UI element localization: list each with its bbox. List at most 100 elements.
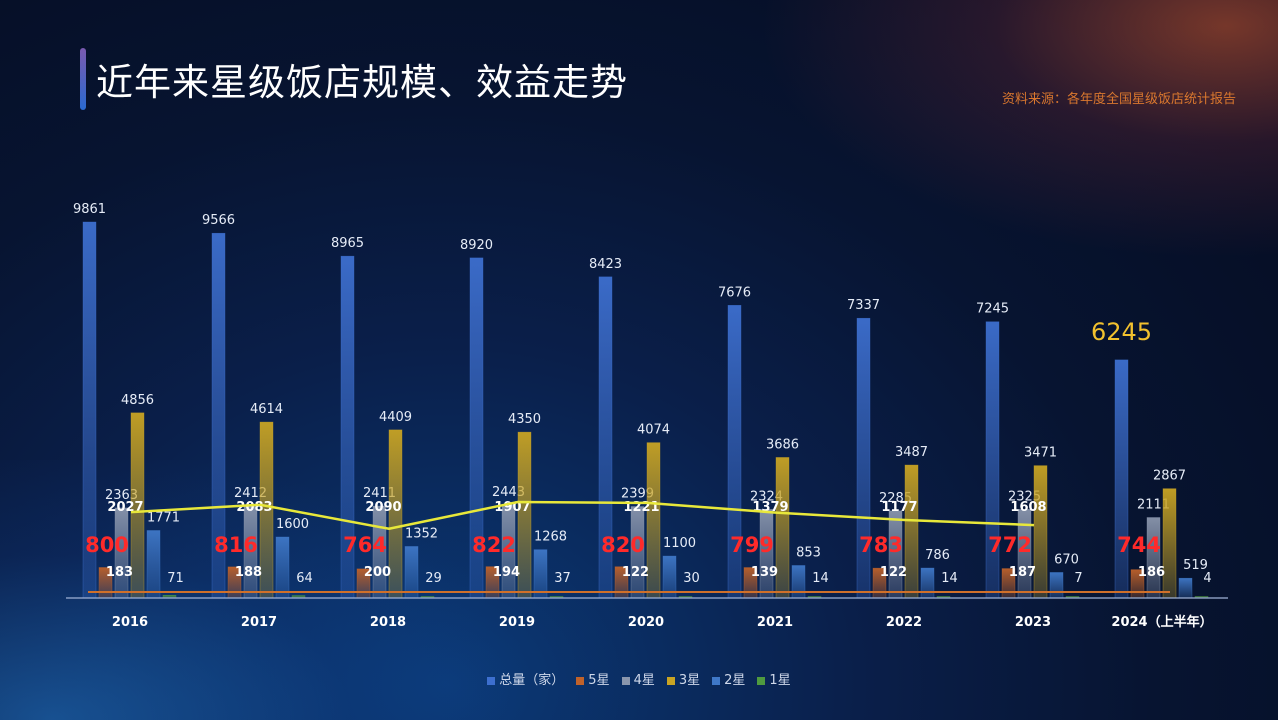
trend-label-8: 744 xyxy=(1117,533,1161,557)
value-label-star4-2: 2411 xyxy=(363,486,396,501)
value-label-star1-3: 37 xyxy=(554,571,571,586)
value-label-star2-3: 1268 xyxy=(534,530,567,545)
decorative-glow-top-right xyxy=(758,0,1278,260)
legend-label-star5: 5星 xyxy=(588,673,610,688)
legend-label-star4: 4星 xyxy=(633,673,655,688)
value-label-star1-2: 29 xyxy=(425,571,442,586)
value-label-star3-6: 3487 xyxy=(895,445,928,460)
overlay-label-star5-2: 200 xyxy=(364,565,391,580)
value-label-star1-6: 14 xyxy=(941,571,958,586)
bar-star2-0 xyxy=(146,530,161,599)
x-tick-label-8: 2024（上半年） xyxy=(1111,614,1212,630)
legend-label-star3: 3星 xyxy=(678,673,701,688)
value-label-star4-3: 2443 xyxy=(492,485,525,500)
value-label-star2-5: 853 xyxy=(796,545,821,560)
bar-star2-1 xyxy=(275,536,290,599)
bar-star2-2 xyxy=(404,546,419,599)
overlay-label-star4-2: 2090 xyxy=(365,500,401,515)
legend-label-total: 总量（家） xyxy=(499,673,565,688)
x-tick-label-3: 2019 xyxy=(499,615,535,630)
value-label-star3-4: 4074 xyxy=(637,423,670,438)
value-label-star3-8: 2867 xyxy=(1153,469,1186,484)
value-label-total-5: 7676 xyxy=(718,285,751,300)
value-label-star1-0: 71 xyxy=(167,571,184,586)
value-label-star3-2: 4409 xyxy=(379,410,412,425)
bar-star2-3 xyxy=(533,549,548,599)
value-label-star3-5: 3686 xyxy=(766,437,799,452)
overlay-label-star4-6: 1177 xyxy=(881,500,917,515)
value-label-star4-0: 2363 xyxy=(105,488,138,503)
value-label-star1-4: 30 xyxy=(683,571,700,586)
value-label-star4-5: 2324 xyxy=(750,489,783,504)
value-label-total-1: 9566 xyxy=(202,213,235,228)
overlay-label-star5-0: 183 xyxy=(106,565,133,580)
bar-star3-8 xyxy=(1162,488,1177,599)
value-label-total-7: 7245 xyxy=(976,302,1009,317)
overlay-label-star5-8: 186 xyxy=(1138,565,1165,580)
legend-label-star2: 2星 xyxy=(724,673,746,688)
legend-swatch-star5 xyxy=(576,676,585,685)
chart-legend: 总量（家） 5星 4星 3星 2星 1星 xyxy=(0,669,1278,688)
overlay-label-star5-6: 122 xyxy=(880,565,907,580)
overlay-label-star5-5: 139 xyxy=(751,565,778,580)
legend-item-total: 总量（家） xyxy=(487,669,564,688)
page-title: 近年来星级饭店规模、效益走势 xyxy=(96,61,628,104)
value-label-star2-6: 786 xyxy=(925,548,950,563)
value-label-star3-0: 4856 xyxy=(121,393,154,408)
x-tick-label-5: 2021 xyxy=(757,615,793,630)
legend-item-star5: 5星 xyxy=(576,669,610,688)
trend-label-7: 772 xyxy=(988,533,1032,557)
legend-label-star1: 1星 xyxy=(769,673,791,688)
bar-star2-5 xyxy=(791,565,806,599)
value-label-total-2: 8965 xyxy=(331,236,364,251)
legend-item-star3: 3星 xyxy=(666,669,701,688)
value-label-star4-8: 2111 xyxy=(1137,498,1170,513)
value-label-star3-3: 4350 xyxy=(508,412,541,427)
value-label-star4-4: 2399 xyxy=(621,487,654,502)
legend-swatch-star1 xyxy=(757,676,766,685)
value-label-star4-6: 2285 xyxy=(879,491,912,506)
value-label-star3-1: 4614 xyxy=(250,402,283,417)
value-label-star2-2: 1352 xyxy=(405,526,438,541)
value-label-star2-7: 670 xyxy=(1054,552,1079,567)
overlay-label-star5-4: 122 xyxy=(622,565,649,580)
trend-line xyxy=(130,500,1035,531)
source-note: 资料来源：各年度全国星级饭店统计报告 xyxy=(1001,92,1236,107)
x-tick-label-2: 2018 xyxy=(370,615,406,630)
trend-label-1: 816 xyxy=(214,533,258,557)
bar-star2-7 xyxy=(1049,572,1064,599)
value-label-total-4: 8423 xyxy=(589,257,622,272)
value-label-star2-1: 1600 xyxy=(276,517,309,532)
overlay-label-star5-3: 194 xyxy=(493,565,520,580)
legend-item-star1: 1星 xyxy=(757,669,791,688)
bar-star2-8 xyxy=(1178,577,1193,599)
x-tick-label-1: 2017 xyxy=(241,615,277,630)
trend-label-2: 764 xyxy=(343,533,387,557)
legend-swatch-star2 xyxy=(712,676,721,685)
x-tick-label-4: 2020 xyxy=(628,615,664,630)
trend-label-6: 783 xyxy=(859,533,903,557)
value-label-star4-7: 2325 xyxy=(1008,489,1041,504)
trend-label-3: 822 xyxy=(472,533,516,557)
value-label-star1-7: 7 xyxy=(1074,571,1082,586)
title-accent-bar xyxy=(80,48,86,110)
trend-label-0: 800 xyxy=(85,533,129,557)
value-label-star2-4: 1100 xyxy=(663,536,696,551)
bar-star4-8 xyxy=(1146,517,1161,599)
legend-item-star2: 2星 xyxy=(712,669,745,688)
bar-total-8 xyxy=(1114,359,1129,599)
trend-label-4: 820 xyxy=(601,533,645,557)
overlay-label-star5-7: 187 xyxy=(1009,565,1036,580)
x-tick-label-0: 2016 xyxy=(112,615,148,630)
value-label-star2-0: 1771 xyxy=(147,510,180,525)
value-label-star1-8: 4 xyxy=(1203,571,1211,586)
overlay-label-star4-7: 1608 xyxy=(1010,500,1046,515)
legend-swatch-star3 xyxy=(666,676,675,685)
legend-item-star4: 4星 xyxy=(621,669,655,688)
overlay-label-star4-1: 2083 xyxy=(236,500,272,515)
overlay-label-star5-1: 188 xyxy=(235,565,262,580)
x-tick-label-7: 2023 xyxy=(1015,615,1051,630)
x-tick-label-6: 2022 xyxy=(886,615,922,630)
trend-label-5: 799 xyxy=(730,533,774,557)
